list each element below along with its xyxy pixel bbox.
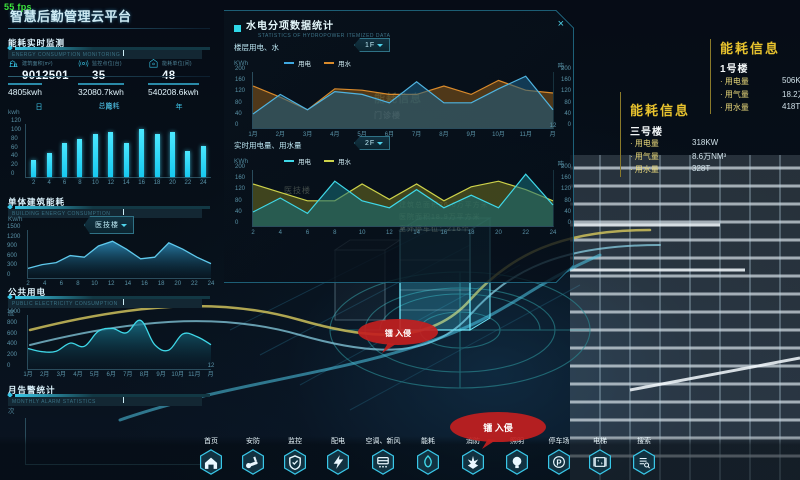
svg-text:P: P — [556, 458, 561, 467]
svg-text:镭 入侵: 镭 入侵 — [483, 422, 513, 433]
svg-text:镭 入侵: 镭 入侵 — [385, 328, 411, 338]
